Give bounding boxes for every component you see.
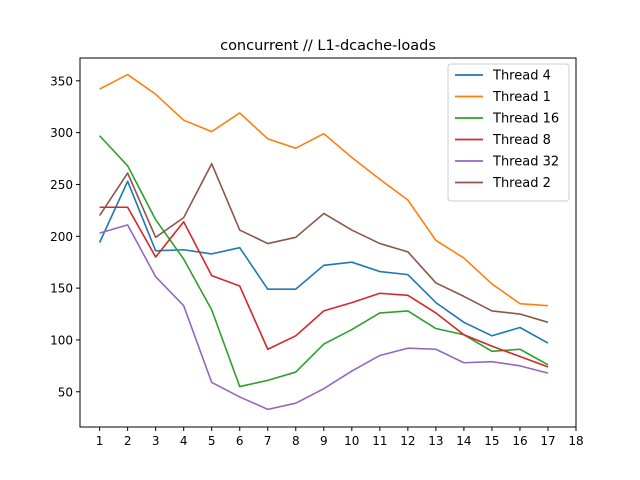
legend-label-thread-8: Thread 8 <box>492 133 551 148</box>
x-tick-label: 9 <box>320 434 328 448</box>
x-tick-label: 5 <box>208 434 216 448</box>
x-tick-label: 10 <box>344 434 359 448</box>
x-tick-label: 15 <box>484 434 499 448</box>
x-tick-label: 12 <box>400 434 415 448</box>
y-tick-label: 350 <box>50 74 73 88</box>
x-tick-label: 16 <box>512 434 527 448</box>
legend-box <box>447 63 570 202</box>
series-line-thread-32 <box>99 224 549 411</box>
x-tick-label: 18 <box>568 434 583 448</box>
series-line-thread-1 <box>99 73 549 307</box>
y-tick-label: 250 <box>50 178 73 192</box>
x-tick-label: 17 <box>540 434 555 448</box>
legend-label-thread-16: Thread 16 <box>492 112 559 127</box>
x-tick-label: 1 <box>96 434 104 448</box>
legend-label-thread-32: Thread 32 <box>492 155 559 170</box>
plot-frame <box>79 57 577 428</box>
x-tick-label: 4 <box>180 434 188 448</box>
chart-title: concurrent // L1-dcache-loads <box>220 38 436 54</box>
y-axis: 50 100 150 200 250 300 350 <box>50 74 80 399</box>
legend-label-thread-4: Thread 4 <box>492 69 551 84</box>
y-tick-label: 300 <box>50 126 73 140</box>
x-tick-label: 11 <box>372 434 387 448</box>
x-tick-label: 13 <box>428 434 443 448</box>
series-line-thread-8 <box>99 206 549 368</box>
series-line-thread-16 <box>99 135 549 388</box>
x-tick-label: 8 <box>292 434 300 448</box>
legend-label-thread-2: Thread 2 <box>492 176 551 191</box>
x-tick-label: 3 <box>152 434 160 448</box>
x-tick-label: 2 <box>124 434 132 448</box>
series-line-thread-4 <box>98 180 549 344</box>
series-layer <box>98 73 549 411</box>
legend-label-thread-1: Thread 1 <box>492 90 551 105</box>
y-tick-label: 50 <box>58 385 73 399</box>
x-tick-label: 14 <box>456 434 471 448</box>
x-tick-label: 6 <box>236 434 244 448</box>
series-line-thread-2 <box>98 162 549 324</box>
plot-area <box>79 57 577 428</box>
y-tick-label: 200 <box>50 230 73 244</box>
x-tick-label: 7 <box>264 434 272 448</box>
y-tick-label: 100 <box>50 333 73 347</box>
x-axis: 1 2 3 4 5 6 7 8 9 10 11 12 13 14 15 16 17 18 <box>96 427 584 448</box>
legend: Thread 4 Thread 1 Thread 16 Thread 8 Thread … <box>447 63 570 202</box>
y-tick-label: 150 <box>50 282 73 296</box>
